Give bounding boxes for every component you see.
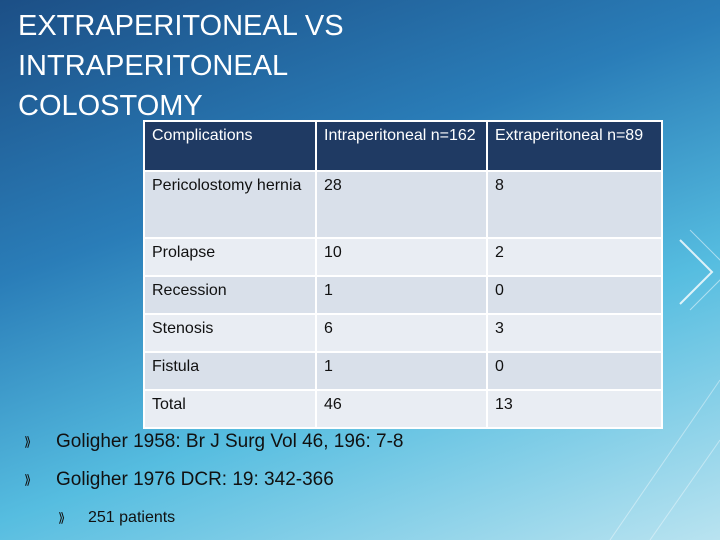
bullet-text: Goligher 1958: Br J Surg Vol 46, 196: 7-…	[56, 431, 404, 452]
table-cell: Total	[143, 389, 317, 429]
table-cell: 8	[486, 170, 663, 239]
bullet-text: 251 patients	[88, 509, 176, 526]
title-line: COLOSTOMY	[18, 90, 203, 122]
table-cell: Pericolostomy hernia	[143, 170, 317, 239]
table-cell: 0	[486, 351, 663, 391]
table-cell: 0	[486, 275, 663, 315]
slide-title: EXTRAPERITONEAL VS INTRAPERITONEAL COLOS…	[18, 6, 344, 126]
header-row: Complications Intraperitoneal n=162 Extrap…	[143, 120, 663, 172]
table-cell: 1	[315, 275, 488, 315]
table-cell: 10	[315, 237, 488, 277]
table-cell: 28	[315, 170, 488, 239]
header-cell: Extraperitoneal n=89	[486, 120, 663, 172]
bullet-marker: ⟫	[24, 434, 32, 449]
table-cell: 6	[315, 313, 488, 353]
bullet-item: ⟫ Goligher 1958: Br J Surg Vol 46, 196: 7…	[24, 428, 404, 466]
table-row: Stenosis 6 3	[143, 313, 663, 353]
header-cell: Intraperitoneal n=162	[315, 120, 488, 172]
table-cell: 46	[315, 389, 488, 429]
table-cell: Fistula	[143, 351, 317, 391]
header-cell: Complications	[143, 120, 317, 172]
bullet-text: Goligher 1976 DCR: 19: 342-366	[56, 469, 334, 490]
complications-table: Complications Intraperitoneal n=162 Extrap…	[143, 120, 663, 429]
bullet-list: ⟫ Goligher 1958: Br J Surg Vol 46, 196: 7…	[24, 428, 404, 540]
table-cell: 3	[486, 313, 663, 353]
bullet-item: ⟫ 251 patients	[58, 504, 404, 540]
bullet-marker: ⟫	[24, 472, 32, 487]
table-cell: 2	[486, 237, 663, 277]
bullet-marker: ⟫	[58, 510, 66, 525]
table-row: Pericolostomy hernia 28 8	[143, 170, 663, 239]
table-cell: 1	[315, 351, 488, 391]
table-row: Recession 1 0	[143, 275, 663, 315]
table-cell: Stenosis	[143, 313, 317, 353]
table-row: Total 46 13	[143, 389, 663, 429]
title-line: EXTRAPERITONEAL VS	[18, 10, 344, 42]
bullet-item: ⟫ Goligher 1976 DCR: 19: 342-366	[24, 466, 404, 504]
title-line: INTRAPERITONEAL	[18, 50, 289, 82]
table-row: Prolapse 10 2	[143, 237, 663, 277]
table-cell: Recession	[143, 275, 317, 315]
table-cell: 13	[486, 389, 663, 429]
table-row: Fistula 1 0	[143, 351, 663, 391]
table-cell: Prolapse	[143, 237, 317, 277]
